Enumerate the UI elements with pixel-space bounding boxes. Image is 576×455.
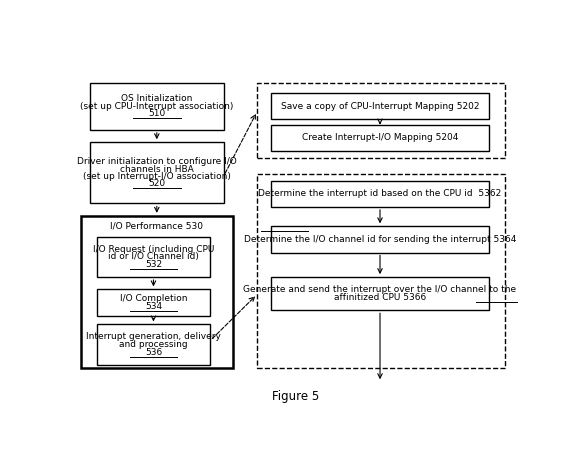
Bar <box>97 289 210 316</box>
Text: Figure 5: Figure 5 <box>271 389 319 403</box>
Bar <box>271 226 490 253</box>
Bar <box>97 237 210 277</box>
Bar <box>271 125 490 151</box>
Text: id or I/O Channel id): id or I/O Channel id) <box>108 253 199 262</box>
Text: 510: 510 <box>148 109 165 118</box>
Text: Determine the interrupt id based on the CPU id  5362: Determine the interrupt id based on the … <box>259 189 502 198</box>
Text: 532: 532 <box>145 260 162 269</box>
Bar <box>90 142 223 203</box>
Text: Determine the I/O channel id for sending the interrupt 5364: Determine the I/O channel id for sending… <box>244 235 516 244</box>
Bar <box>271 93 490 119</box>
Text: 536: 536 <box>145 348 162 357</box>
Text: Save a copy of CPU-Interrupt Mapping 5202: Save a copy of CPU-Interrupt Mapping 520… <box>281 102 479 111</box>
Text: I/O Performance 530: I/O Performance 530 <box>111 222 203 231</box>
Bar <box>271 277 490 310</box>
Text: 534: 534 <box>145 302 162 311</box>
Text: 520: 520 <box>148 179 165 188</box>
Bar <box>97 324 210 364</box>
Bar <box>81 216 233 368</box>
Text: Generate and send the interrupt over the I/O channel to the: Generate and send the interrupt over the… <box>244 285 517 294</box>
Text: I/O Completion: I/O Completion <box>120 294 187 303</box>
Text: I/O Request (including CPU: I/O Request (including CPU <box>93 245 214 254</box>
Text: (set up CPU-Interrupt association): (set up CPU-Interrupt association) <box>80 102 233 111</box>
Bar <box>257 83 505 158</box>
Bar <box>257 174 505 368</box>
Text: OS Initialization: OS Initialization <box>121 95 192 103</box>
Text: (set up Interrupt-I/O association): (set up Interrupt-I/O association) <box>83 172 231 181</box>
Text: and processing: and processing <box>119 340 188 349</box>
Text: channels in HBA: channels in HBA <box>120 165 194 174</box>
Text: Interrupt generation, delivery: Interrupt generation, delivery <box>86 332 221 341</box>
Bar <box>271 181 490 207</box>
Text: Create Interrupt-I/O Mapping 5204: Create Interrupt-I/O Mapping 5204 <box>302 133 458 142</box>
Text: affinitized CPU 5366: affinitized CPU 5366 <box>334 293 426 302</box>
Text: Driver initialization to configure I/O: Driver initialization to configure I/O <box>77 157 237 167</box>
Bar <box>90 83 223 130</box>
